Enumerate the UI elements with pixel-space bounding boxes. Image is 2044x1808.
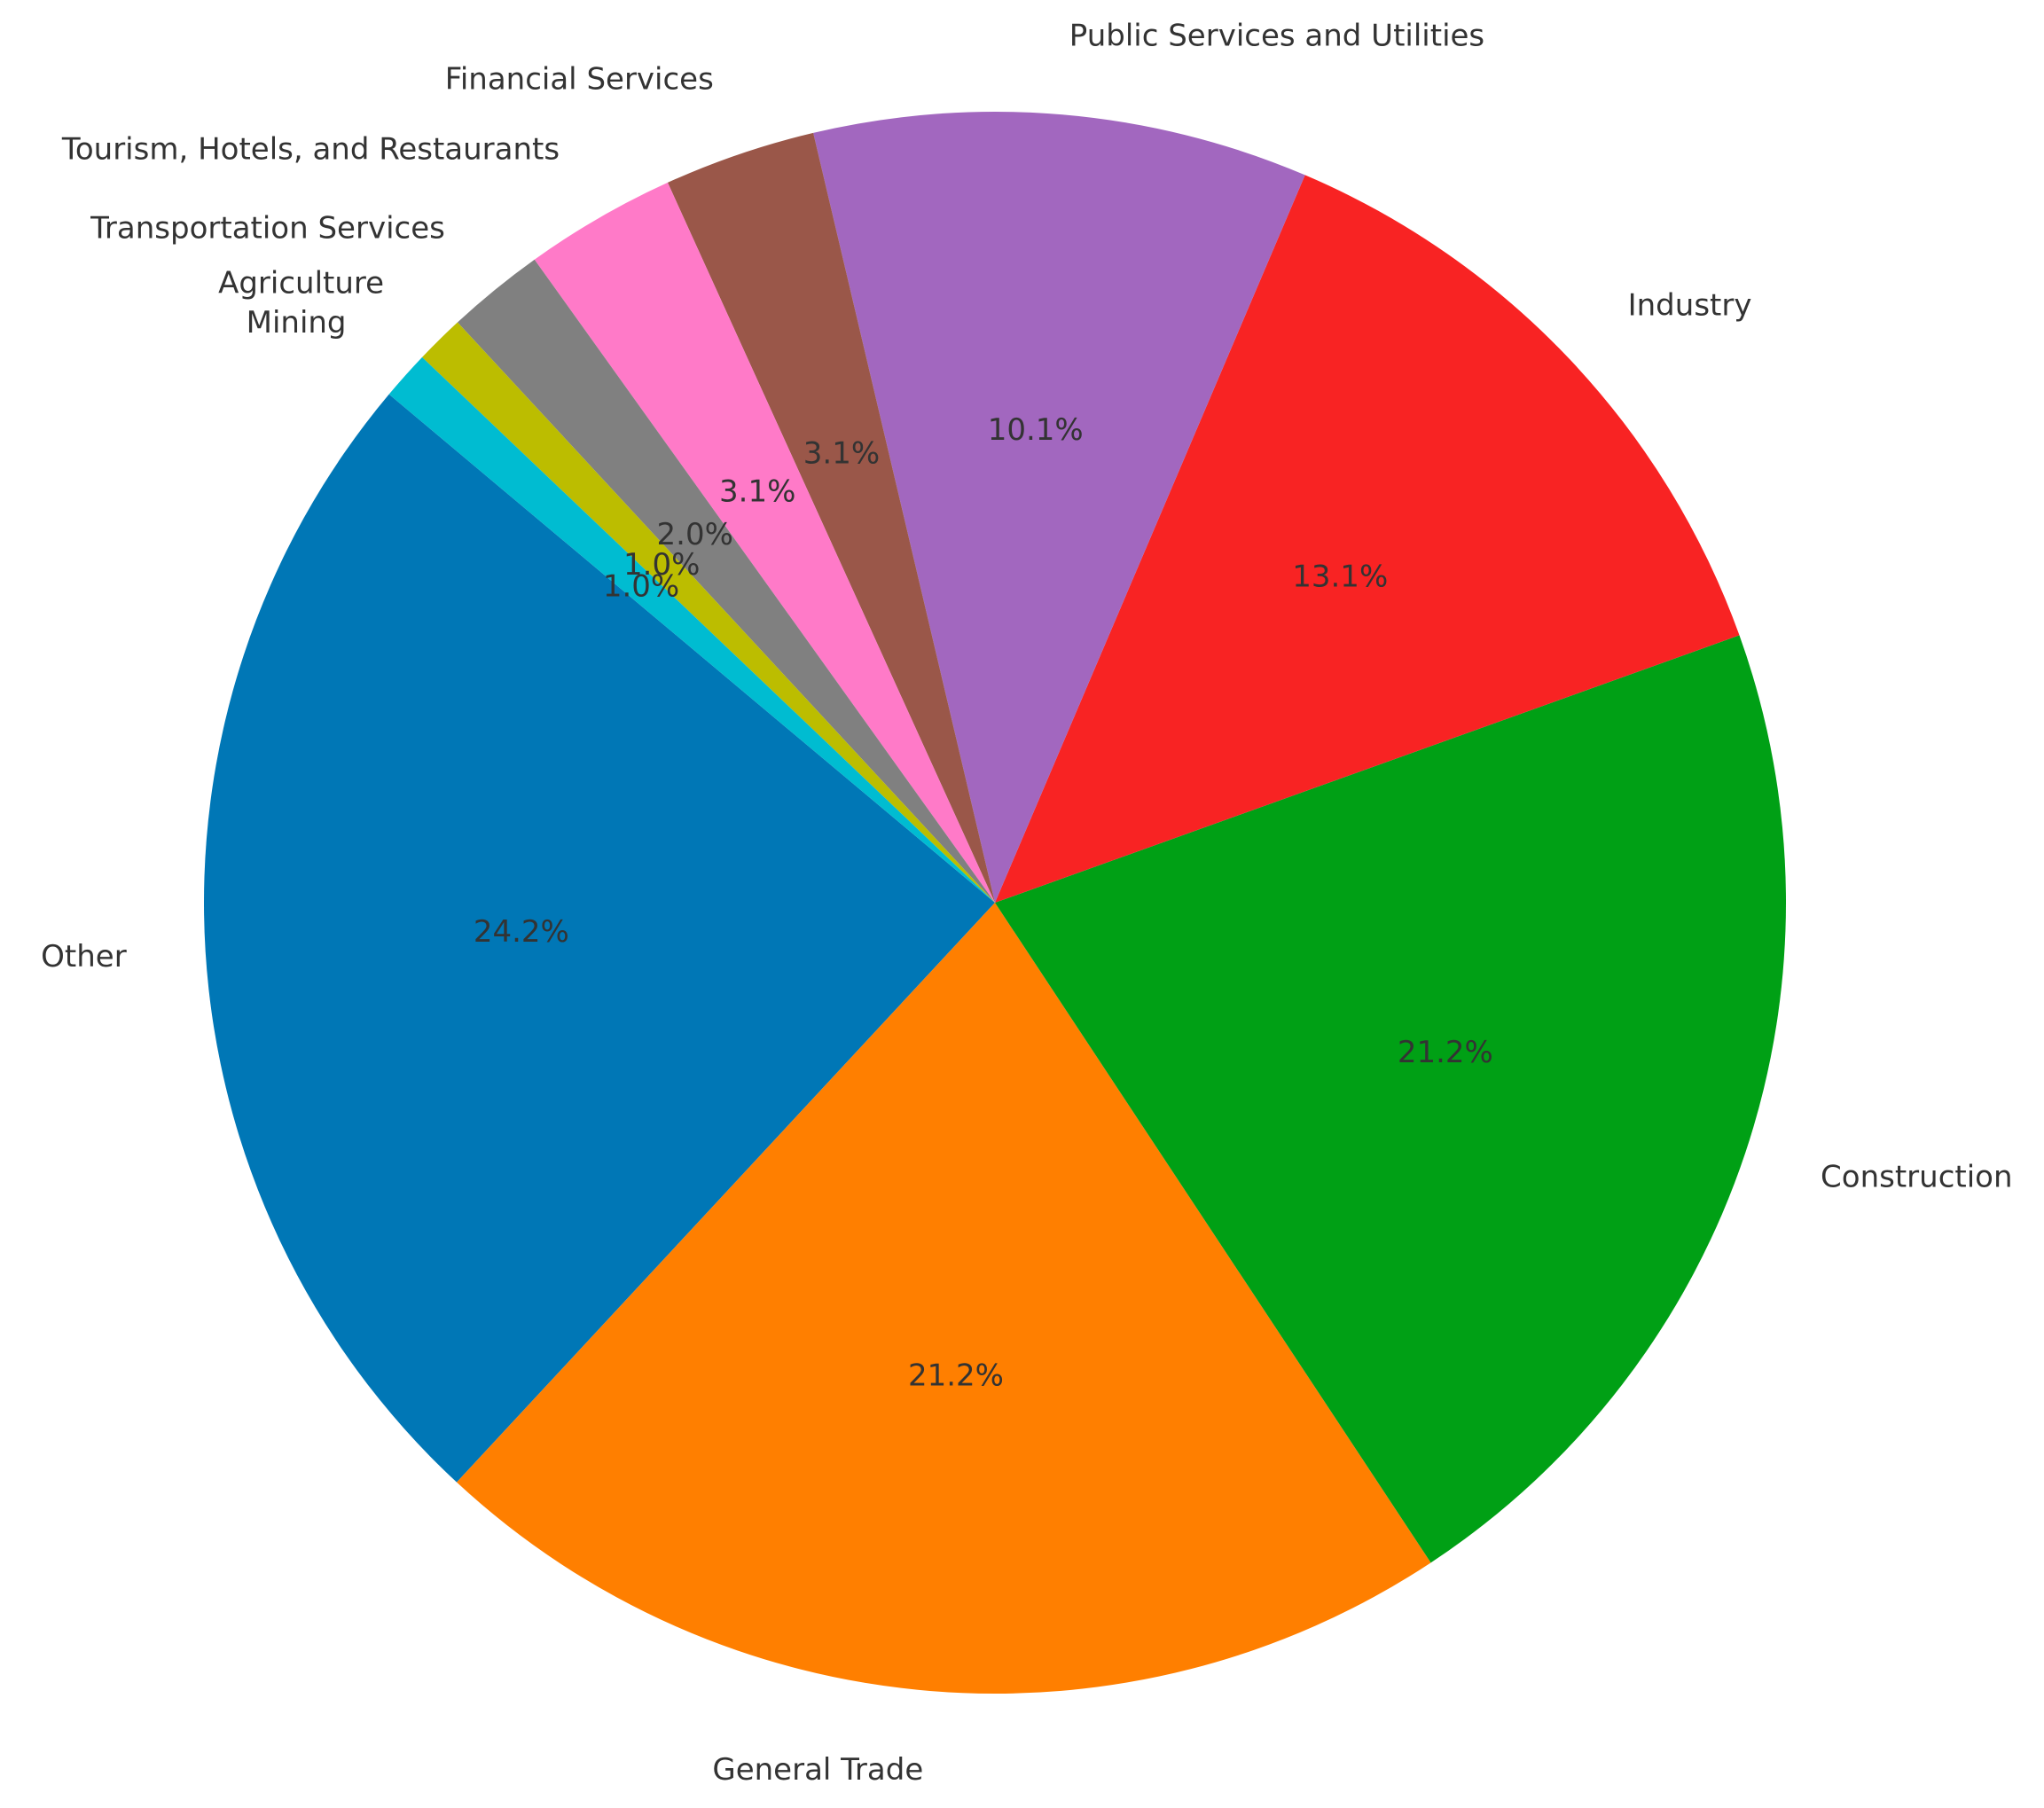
percent-label-mining: 1.0% — [603, 568, 679, 604]
category-label-transportation-services: Transportation Services — [90, 211, 445, 247]
percent-label-general-trade: 21.2% — [908, 1358, 1004, 1393]
category-label-other: Other — [41, 939, 127, 974]
category-labels: Other General Trade Construction Industry Pu… — [41, 18, 2012, 1787]
percent-label-other: 24.2% — [474, 914, 569, 950]
pie-slice-agriculture — [422, 322, 995, 904]
pie-slice-public-services-and-utilities — [813, 112, 1305, 903]
percent-label-financial-services: 3.1% — [803, 436, 880, 472]
category-label-financial-services: Financial Services — [445, 61, 714, 97]
category-label-industry: Industry — [1628, 288, 1752, 324]
percent-label-industry: 13.1% — [1292, 560, 1388, 595]
category-label-mining: Mining — [247, 305, 347, 340]
pie-slice-construction — [995, 635, 1786, 1563]
percent-labels: 24.2%21.2%21.2%13.1%10.1%3.1%3.1%2.0%1.0… — [474, 412, 1493, 1394]
pie-slice-general-trade — [457, 903, 1431, 1695]
pie-slice-mining — [388, 356, 995, 903]
percent-label-construction: 21.2% — [1398, 1035, 1493, 1070]
category-label-public-services-and-utilities: Public Services and Utilities — [1069, 18, 1484, 53]
category-label-general-trade: General Trade — [712, 1752, 923, 1788]
pie-slice-other — [203, 394, 995, 1483]
percent-label-transportation-services: 2.0% — [657, 517, 733, 552]
category-label-tourism-hotels-and-restaurants: Tourism, Hotels, and Restaurants — [61, 131, 560, 167]
pie-slices — [203, 112, 1786, 1695]
pie-slice-financial-services — [667, 132, 995, 903]
category-label-agriculture: Agriculture — [218, 265, 384, 301]
percent-label-tourism-hotels-and-restaurants: 3.1% — [719, 474, 795, 510]
percent-label-agriculture: 1.0% — [623, 547, 700, 583]
pie-slice-tourism-hotels-and-restaurants — [534, 182, 995, 904]
category-label-construction: Construction — [1821, 1160, 2012, 1195]
percent-label-public-services-and-utilities: 10.1% — [988, 412, 1084, 448]
pie-slice-transportation-services — [457, 259, 995, 903]
pie-slice-industry — [995, 175, 1740, 904]
